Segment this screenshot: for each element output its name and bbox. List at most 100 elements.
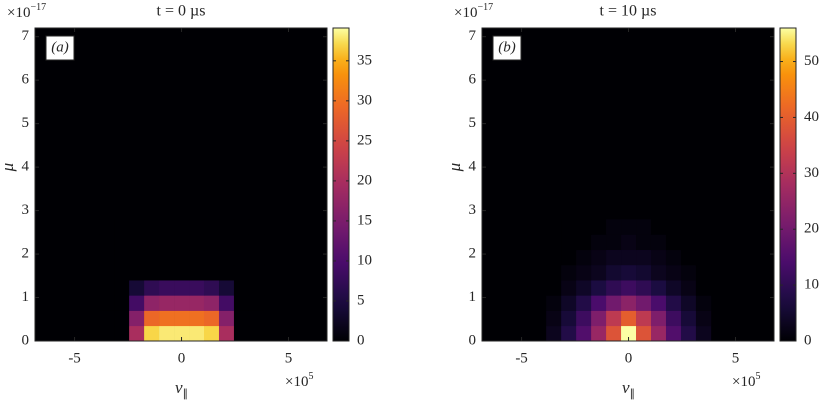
y-tick-label: 5 — [469, 115, 477, 131]
y-tick-label: 3 — [469, 202, 477, 218]
panel-label: (b) — [498, 39, 516, 55]
heatmap-cell — [591, 325, 607, 342]
heatmap-cell — [218, 264, 235, 281]
heatmap-cell — [174, 310, 190, 327]
colorbar-tick-label: 35 — [357, 52, 372, 68]
heatmap-cell — [665, 234, 682, 251]
chart-title: t = 10 µs — [600, 3, 657, 20]
heatmap-cell — [695, 325, 712, 342]
heatmap-cell — [248, 280, 265, 296]
heatmap-cell — [144, 310, 160, 327]
heatmap-cell — [606, 264, 622, 281]
y-tick-label: 2 — [469, 245, 477, 261]
heatmap-cell — [248, 264, 265, 281]
heatmap-cell — [561, 280, 577, 296]
heatmap-cell — [174, 325, 190, 342]
heatmap-cell — [665, 219, 682, 235]
heatmap-cell — [576, 325, 592, 342]
heatmap-cell — [650, 310, 667, 327]
heatmap-cell — [248, 249, 265, 266]
heatmap-cell — [636, 295, 652, 311]
x-axis-label-subscript: ∥ — [630, 388, 636, 400]
heatmap-cell — [99, 310, 115, 327]
heatmap-cell — [114, 219, 130, 235]
heatmap-cell — [248, 234, 265, 251]
heatmap-cell — [680, 264, 697, 281]
x-offset-exponent: 5 — [308, 371, 313, 382]
y-offset-label: ×10−17 — [7, 2, 46, 21]
heatmap-cell — [576, 219, 592, 235]
heatmap-cell — [576, 295, 592, 311]
heatmap-cell — [248, 310, 265, 327]
heatmap-cell — [218, 219, 235, 235]
heatmap-cell — [233, 249, 250, 266]
y-tick-label: 0 — [469, 332, 477, 348]
heatmap-cell — [695, 264, 712, 281]
heatmap-cell — [114, 295, 130, 311]
heatmap-cell — [695, 219, 712, 235]
heatmap-cell — [218, 234, 235, 251]
heatmap-cell — [650, 234, 667, 251]
heatmap-cell — [129, 264, 145, 281]
heatmap-cell — [218, 295, 235, 311]
heatmap-cell — [636, 280, 652, 296]
heatmap-cell — [561, 295, 577, 311]
heatmap-cell — [174, 295, 190, 311]
heatmap-cell — [203, 219, 220, 235]
y-offset-label: ×10−17 — [454, 2, 493, 21]
heatmap-cell — [129, 234, 145, 251]
heatmap-cell — [665, 249, 682, 266]
heatmap-cell — [99, 295, 115, 311]
heatmap-cell — [680, 295, 697, 311]
heatmap-cell — [189, 280, 205, 296]
heatmap-cell — [695, 280, 712, 296]
x-axis-label: v∥ — [175, 378, 188, 400]
heatmap-cell — [546, 234, 562, 251]
heatmap-cell — [159, 325, 175, 342]
heatmap-cell — [144, 249, 160, 266]
heatmap-cell — [203, 310, 220, 327]
heatmap-cell — [233, 310, 250, 327]
heatmap-cell — [546, 280, 562, 296]
heatmap-cell — [203, 295, 220, 311]
y-offset-exponent: −17 — [477, 2, 493, 13]
axes-frame — [481, 27, 775, 342]
heatmap-cell — [129, 310, 145, 327]
heatmap-cell — [189, 249, 205, 266]
x-tick-label: 0 — [625, 350, 633, 366]
heatmap-cell — [203, 234, 220, 251]
heatmap-cell — [591, 295, 607, 311]
heatmap-cell — [650, 280, 667, 296]
heatmap-cell — [680, 280, 697, 296]
heatmap-cell — [606, 234, 622, 251]
colorbar — [779, 27, 797, 342]
colorbar-tick-label: 10 — [357, 252, 372, 268]
heatmap-cell — [144, 280, 160, 296]
heatmap-cell — [546, 295, 562, 311]
heatmap-cell — [233, 234, 250, 251]
heatmap-cell — [233, 264, 250, 281]
panel-label-box — [45, 35, 75, 61]
heatmap-cell — [233, 219, 250, 235]
heatmap-cell — [680, 325, 697, 342]
x-offset-label: ×105 — [285, 371, 313, 390]
heatmap-cell — [621, 325, 637, 342]
heatmap-cell — [636, 219, 652, 235]
x-tick-label: -5 — [68, 350, 81, 366]
heatmap-cell — [636, 264, 652, 281]
colorbar-tick-label: 40 — [804, 109, 819, 125]
heatmap-cell — [99, 264, 115, 281]
x-axis-label-subscript: ∥ — [183, 388, 189, 400]
x-tick-label: 5 — [285, 350, 293, 366]
heatmap-cell — [680, 249, 697, 266]
heatmap-cell — [203, 325, 220, 342]
colorbar-tick-label: 30 — [357, 92, 372, 108]
heatmap-cell — [218, 280, 235, 296]
heatmap-cell — [561, 264, 577, 281]
heatmap-cell — [606, 249, 622, 266]
heatmap-cell — [650, 295, 667, 311]
colorbar-tick-label: 20 — [357, 172, 372, 188]
heatmap-cell — [144, 234, 160, 251]
y-tick-label: 4 — [469, 159, 477, 175]
x-axis-label: v∥ — [622, 378, 635, 400]
